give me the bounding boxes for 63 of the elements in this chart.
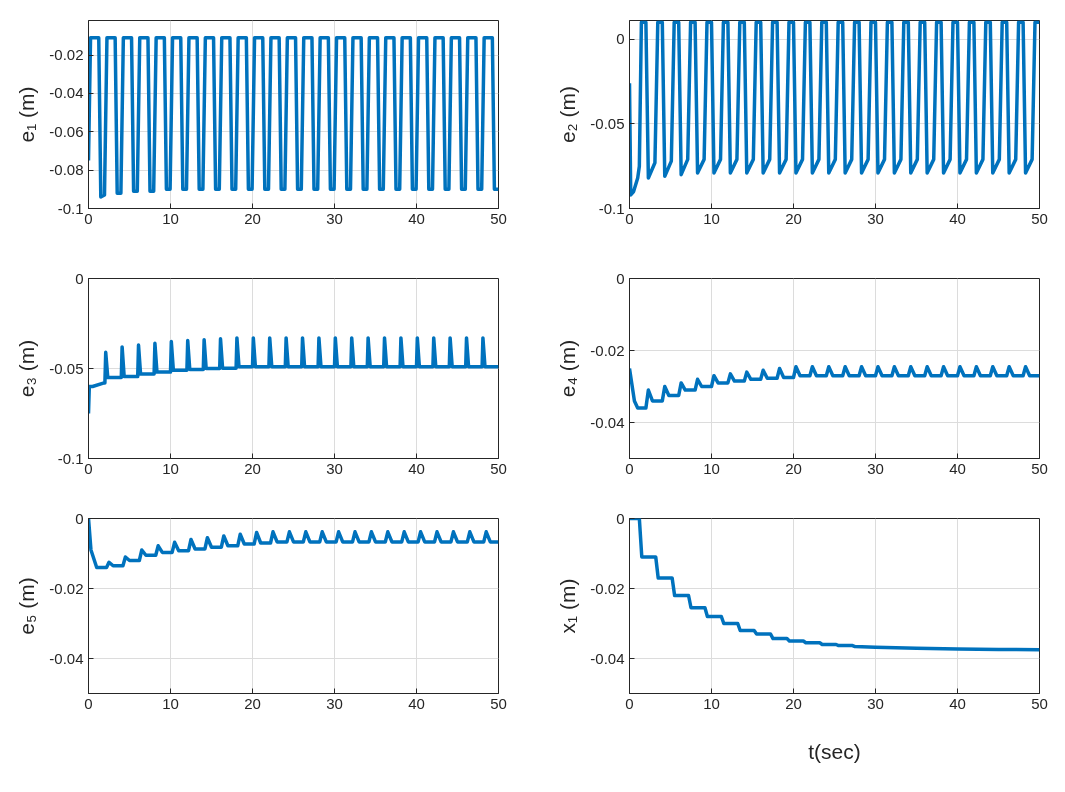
y-tick-label: -0.04 (49, 649, 84, 667)
y-tick-label: -0.02 (49, 579, 84, 597)
x-tick-label: 40 (949, 694, 966, 712)
x-tick-label: 30 (867, 459, 884, 477)
y-axis-title: e₁ (m) (15, 86, 39, 143)
x-tick-label: 40 (408, 459, 425, 477)
y-tick-label: -0.06 (49, 122, 84, 140)
y-axis-title: e₃ (m) (15, 339, 39, 398)
y-tick-label: -0.02 (590, 341, 625, 359)
line-series (88, 36, 499, 199)
y-tick-label: -0.1 (57, 449, 84, 467)
x-tick-label: 50 (1031, 209, 1048, 227)
y-tick-label: 0 (75, 269, 84, 287)
y-tick-label: -0.04 (590, 413, 625, 431)
y-tick-label: 0 (75, 509, 84, 527)
y-tick-label: -0.02 (590, 579, 625, 597)
y-axis-title: x₁ (m) (556, 578, 580, 634)
x-tick-label: 30 (326, 694, 343, 712)
x-tick-label: 30 (867, 694, 884, 712)
line-series (629, 364, 1040, 410)
x-tick-label: 40 (408, 694, 425, 712)
y-tick-label: 0 (616, 30, 625, 48)
y-tick-label: -0.1 (57, 199, 84, 217)
x-tick-label: 20 (785, 694, 802, 712)
line-series (88, 518, 499, 570)
y-tick-label: -0.05 (590, 114, 625, 132)
y-axis-title: e₅ (m) (15, 577, 39, 635)
x-tick-label: 50 (1031, 459, 1048, 477)
line-series (629, 518, 1040, 652)
x-tick-label: 10 (162, 694, 179, 712)
y-tick-label: 0 (616, 509, 625, 527)
x-tick-label: 40 (408, 209, 425, 227)
x-tick-label: 50 (490, 694, 507, 712)
y-tick-label: -0.05 (49, 359, 84, 377)
x-tick-label: 50 (1031, 694, 1048, 712)
y-tick-label: -0.08 (49, 161, 84, 179)
x-tick-label: 20 (785, 209, 802, 227)
x-tick-label: 30 (326, 209, 343, 227)
x-tick-label: 10 (703, 694, 720, 712)
x-tick-label: 10 (703, 209, 720, 227)
x-axis-title: t(sec) (808, 739, 861, 763)
y-axis-title: e₄ (m) (556, 339, 580, 398)
x-tick-label: 10 (162, 209, 179, 227)
x-tick-label: 50 (490, 459, 507, 477)
x-tick-label: 30 (867, 209, 884, 227)
line-series (88, 336, 499, 416)
x-tick-label: 10 (162, 459, 179, 477)
x-tick-label: 20 (785, 459, 802, 477)
y-tick-label: -0.04 (590, 649, 625, 667)
x-tick-label: 20 (244, 694, 261, 712)
line-series (629, 20, 1040, 197)
x-tick-label: 10 (703, 459, 720, 477)
x-tick-label: 20 (244, 209, 261, 227)
x-tick-label: 40 (949, 209, 966, 227)
x-tick-label: 30 (326, 459, 343, 477)
y-axis-title: e₂ (m) (556, 85, 580, 144)
x-tick-label: 40 (949, 459, 966, 477)
y-tick-label: -0.02 (49, 46, 84, 64)
y-tick-label: -0.04 (49, 84, 84, 102)
x-tick-label: 20 (244, 459, 261, 477)
x-tick-label: 50 (490, 209, 507, 227)
y-tick-label: 0 (616, 269, 625, 287)
y-tick-label: -0.1 (598, 199, 625, 217)
